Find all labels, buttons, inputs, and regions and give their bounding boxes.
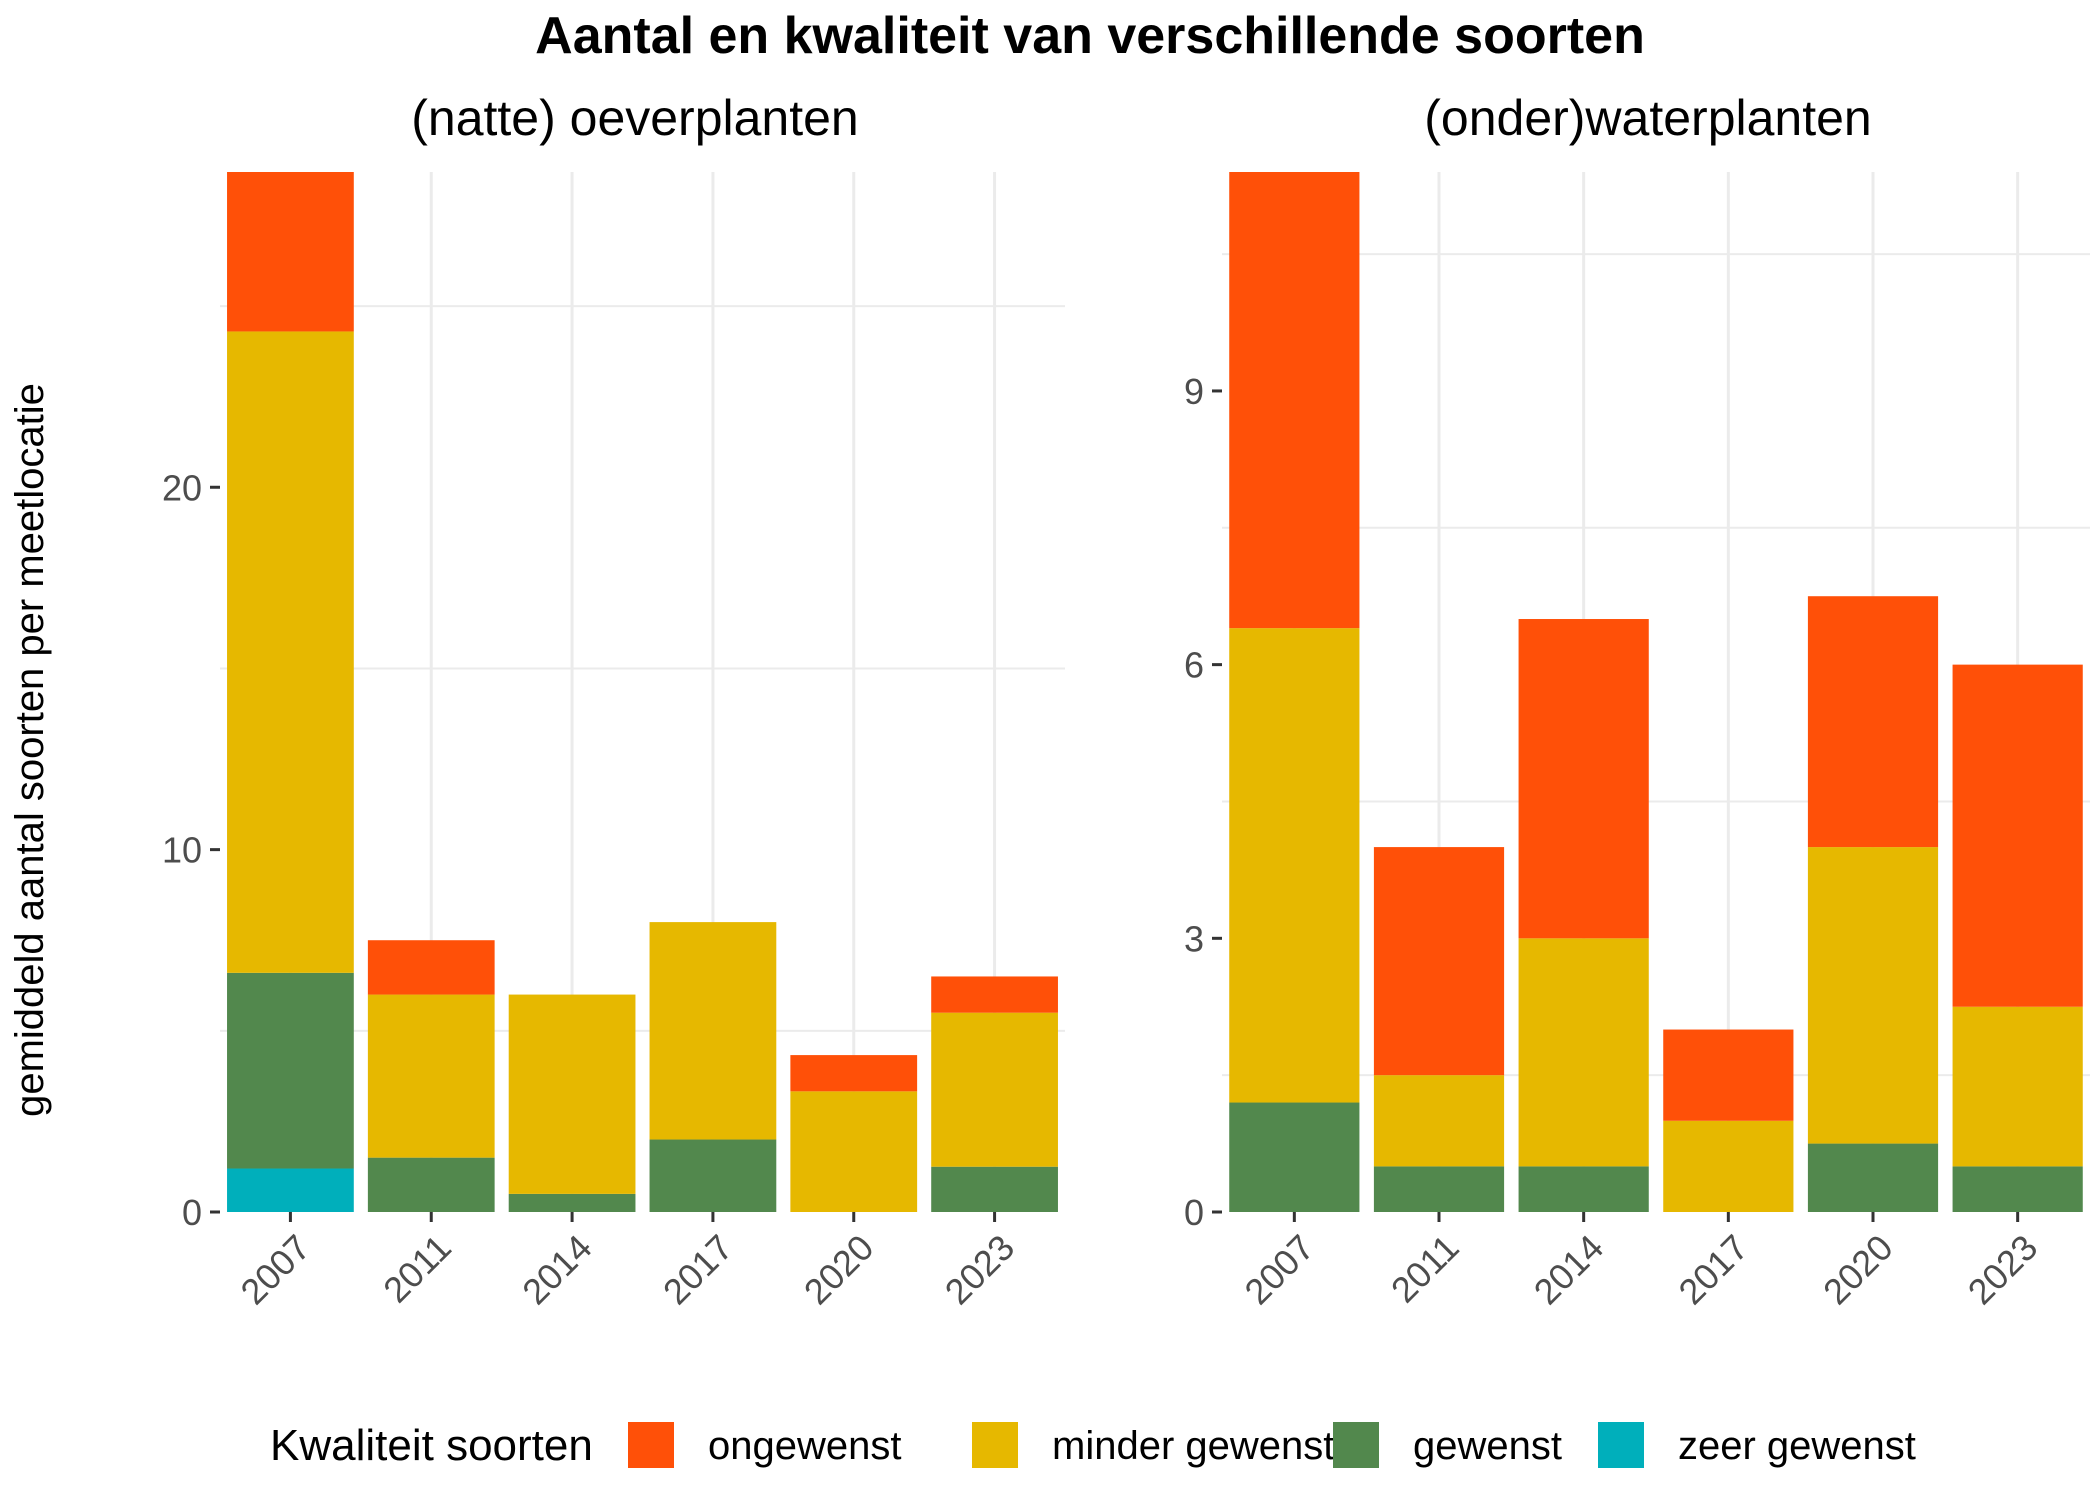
y-axis: 0 10 20 [162,467,220,1233]
y-tick-label: 6 [1184,645,1204,686]
legend-label: gewenst [1413,1424,1562,1468]
bar-minder-gewenst-2017 [1663,1120,1794,1212]
x-tick-label: 2017 [655,1227,741,1313]
y-tick-label: 9 [1184,371,1204,412]
bar-ongewenst-2017 [1663,1029,1794,1121]
bar-gewenst-2020 [1807,1143,1939,1212]
legend-label: zeer gewenst [1678,1424,1916,1468]
bar-ongewenst-2023 [931,976,1058,1013]
panel-title: (onder)waterplanten [1424,90,1872,146]
legend-key [972,1422,1018,1468]
bar-gewenst-2007 [1229,1102,1360,1212]
bar-minder-gewenst-2020 [790,1091,918,1212]
legend: Kwaliteit soorten ongewenst minder gewenst… [270,1421,1916,1470]
bar-gewenst-2007 [227,972,354,1169]
bar-minder-gewenst-2014 [1518,938,1649,1167]
x-tick-label: 2007 [232,1227,318,1313]
bar-gewenst-2014 [1518,1166,1649,1212]
x-tick-label: 2020 [1815,1227,1901,1313]
bars [227,172,1058,1212]
legend-item-zeer-gewenst: zeer gewenst [1598,1422,1916,1468]
bars [1229,172,2083,1212]
x-tick-label: 2007 [1236,1227,1322,1313]
x-tick-label: 2014 [1526,1227,1612,1313]
y-tick-label: 0 [1184,1192,1204,1233]
bar-ongewenst-2020 [1807,596,1939,848]
x-tick-label: 2020 [796,1227,882,1313]
bar-minder-gewenst-2007 [1229,628,1360,1103]
y-tick-label: 0 [182,1192,202,1233]
chart-title: Aantal en kwaliteit van verschillende so… [535,7,1645,65]
legend-label: ongewenst [708,1424,901,1468]
bar-gewenst-2023 [1952,1166,2083,1212]
y-tick-label: 3 [1184,918,1204,959]
bar-gewenst-2011 [1373,1166,1505,1212]
bar-minder-gewenst-2023 [931,1012,1058,1167]
panel-1: (natte) oeverplanten 0 10 20 2007 2011 2014 201… [162,90,1065,1312]
x-tick-label: 2011 [375,1227,459,1311]
y-tick-label: 20 [162,467,202,508]
bar-ongewenst-2011 [367,940,495,995]
bar-gewenst-2023 [931,1166,1058,1212]
x-tick-label: 2023 [937,1227,1023,1313]
bar-minder-gewenst-2011 [1373,1075,1505,1167]
x-tick-label: 2017 [1670,1227,1756,1313]
panels: (natte) oeverplanten 0 10 20 2007 2011 2014 201… [162,90,2090,1312]
bar-minder-gewenst-2007 [227,331,354,973]
bar-ongewenst-2020 [790,1055,918,1092]
bar-zeer-gewenst-2007 [227,1168,354,1212]
bar-ongewenst-2007 [227,172,354,332]
y-axis: 0 3 6 9 [1184,371,1222,1233]
legend-title: Kwaliteit soorten [270,1421,593,1470]
x-axis: 2007 2011 2014 2017 2020 2023 [232,1212,1022,1312]
bar-minder-gewenst-2014 [508,994,636,1194]
bar-gewenst-2011 [367,1157,495,1212]
x-tick-label: 2023 [1960,1227,2046,1313]
bar-minder-gewenst-2023 [1952,1006,2083,1167]
x-axis: 2007 2011 2014 2017 2020 2023 [1236,1212,2045,1312]
bar-ongewenst-2011 [1373,847,1505,1076]
x-tick-label: 2014 [514,1227,600,1313]
y-axis-label: gemiddeld aantal soorten per meetlocatie [8,383,52,1117]
bar-minder-gewenst-2017 [649,922,777,1140]
legend-label: minder gewenst [1052,1424,1334,1468]
bar-ongewenst-2023 [1952,664,2083,1007]
legend-key [628,1422,674,1468]
bar-ongewenst-2007 [1229,172,1360,629]
bar-gewenst-2014 [508,1193,636,1212]
y-tick-label: 10 [162,830,202,871]
legend-item-ongewenst: ongewenst [628,1422,901,1468]
legend-key [1333,1422,1379,1468]
bar-minder-gewenst-2020 [1807,847,1939,1144]
panel-title: (natte) oeverplanten [411,90,859,146]
legend-item-gewenst: gewenst [1333,1422,1562,1468]
x-tick-label: 2011 [1383,1227,1467,1311]
legend-item-minder-gewenst: minder gewenst [972,1422,1334,1468]
bar-minder-gewenst-2011 [367,994,495,1158]
bar-ongewenst-2014 [1518,619,1649,939]
bar-gewenst-2017 [649,1139,777,1212]
legend-key [1598,1422,1644,1468]
